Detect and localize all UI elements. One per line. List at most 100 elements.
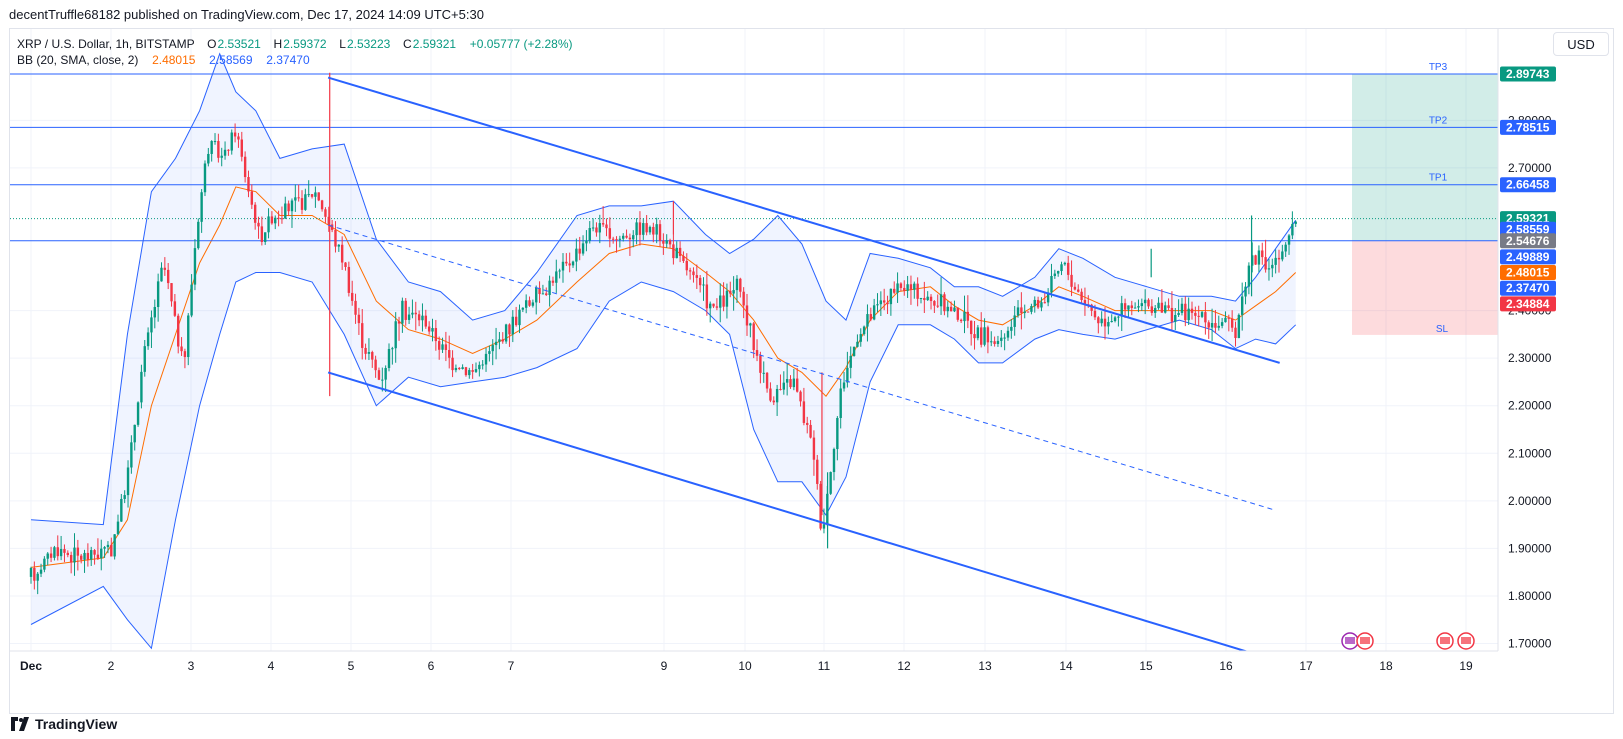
candle-body-27 <box>120 498 123 522</box>
candle-body-147 <box>521 307 525 310</box>
candle-body-367 <box>1257 250 1261 265</box>
candle-body-343 <box>1177 312 1180 315</box>
candle-body-289 <box>996 340 1000 344</box>
candle-body-150 <box>531 302 535 306</box>
candle-body-67 <box>253 204 257 223</box>
open-label: O <box>207 37 217 51</box>
candle-body-133 <box>474 369 478 372</box>
candle-body-99 <box>361 323 364 348</box>
candle-body-75 <box>280 218 284 220</box>
candle-body-36 <box>150 317 153 333</box>
candle-body-376 <box>1287 235 1291 245</box>
tradingview-brand[interactable]: TradingView <box>9 713 117 735</box>
candle-body-118 <box>424 315 428 327</box>
candle-body-304 <box>1046 292 1050 303</box>
candle-body-308 <box>1060 264 1063 272</box>
candle-body-181 <box>635 222 638 236</box>
candle-body-77 <box>287 203 290 212</box>
candle-body-218 <box>759 355 762 373</box>
candle-body-295 <box>1016 307 1020 316</box>
candle-body-240 <box>832 449 836 473</box>
candle-body-365 <box>1251 255 1254 266</box>
candle-body-339 <box>1164 305 1167 313</box>
price-axis[interactable]: 1.70000 1.80000 1.90000 2.00000 2.10000 2.200… <box>1497 29 1556 651</box>
candle-body-293 <box>1010 326 1013 331</box>
candle-body-169 <box>595 227 598 233</box>
candle-body-168 <box>591 227 595 229</box>
candle-body-378 <box>1294 221 1297 224</box>
candle-body-266 <box>919 298 923 300</box>
candle-body-261 <box>903 287 906 291</box>
price-label-bg-7 <box>1500 265 1556 281</box>
candle-body-23 <box>106 544 110 548</box>
candle-body-167 <box>588 228 591 241</box>
candle-body-186 <box>652 226 655 235</box>
candle-body-232 <box>806 422 809 425</box>
candle-body-272 <box>939 294 943 307</box>
candle-body-371 <box>1271 264 1274 269</box>
candle-body-196 <box>685 260 688 271</box>
candle-body-164 <box>578 248 581 254</box>
price-label-7: 2.48015 <box>1506 266 1550 280</box>
candle-body-63 <box>240 139 243 157</box>
candle-body-68 <box>257 222 260 227</box>
candle-body-104 <box>377 370 381 380</box>
candle-body-278 <box>959 319 963 322</box>
candle-body-7 <box>53 547 56 558</box>
candle-body-42 <box>170 283 173 302</box>
candle-body-242 <box>839 388 842 418</box>
candle-body-51 <box>200 192 203 222</box>
candle-body-182 <box>638 222 642 235</box>
horizontal-levels[interactable]: TP3 TP2 TP1 <box>10 62 1498 242</box>
candle-body-340 <box>1167 305 1170 308</box>
candle-body-129 <box>461 367 464 369</box>
currency-button[interactable]: USD <box>1553 32 1609 56</box>
candle-body-22 <box>103 547 106 549</box>
descending-channel[interactable] <box>327 76 1280 653</box>
price-tick-1: 1.80000 <box>1508 589 1552 603</box>
candle-body-212 <box>739 278 742 292</box>
candle-body-363 <box>1244 286 1247 297</box>
candle-body-301 <box>1036 299 1040 308</box>
position-loss-zone <box>1352 240 1498 335</box>
candle-body-125 <box>448 349 451 358</box>
candle-body-30 <box>130 442 133 468</box>
candle-body-127 <box>454 367 458 371</box>
price-tick-2: 1.90000 <box>1508 541 1552 555</box>
candle-body-107 <box>387 348 391 369</box>
top-bar: decentTruffle68182 published on TradingV… <box>0 0 1623 30</box>
time-tick-17: 19 <box>1459 659 1473 673</box>
candle-body-332 <box>1140 303 1144 307</box>
candle-body-284 <box>980 327 983 345</box>
candle-body-56 <box>217 141 220 158</box>
candle-body-183 <box>642 223 645 235</box>
candle-body-84 <box>310 194 314 197</box>
candle-body-176 <box>618 238 622 240</box>
time-tick-10: 12 <box>897 659 911 673</box>
candle-body-307 <box>1056 271 1060 274</box>
candle-body-20 <box>96 554 100 559</box>
candle-body-173 <box>608 228 612 239</box>
candle-body-356 <box>1220 322 1224 326</box>
candle-body-41 <box>166 269 170 284</box>
candle-body-309 <box>1063 262 1067 265</box>
candle-body-151 <box>535 287 538 303</box>
economic-events[interactable] <box>1341 632 1475 650</box>
candle-body-341 <box>1170 307 1174 322</box>
price-tick-6: 2.30000 <box>1508 351 1552 365</box>
candle-body-145 <box>514 316 518 326</box>
long-position-tool[interactable]: SL <box>1352 74 1498 335</box>
candle-body-279 <box>963 311 966 322</box>
chart-frame[interactable] <box>9 28 1614 714</box>
candle-body-199 <box>695 275 699 278</box>
candle-body-71 <box>267 216 270 233</box>
price-tick-8: 2.70000 <box>1508 161 1552 175</box>
time-axis[interactable]: Dec 2 3 4 5 6 7 9 10 11 12 13 14 15 16 17 18 19 <box>10 650 1498 673</box>
candle-body-273 <box>943 294 946 312</box>
time-tick-8: 10 <box>738 659 752 673</box>
candle-body-14 <box>76 547 80 556</box>
time-tick-4: 5 <box>348 659 355 673</box>
time-tick-3: 4 <box>268 659 275 673</box>
position-profit-zone <box>1352 74 1498 241</box>
